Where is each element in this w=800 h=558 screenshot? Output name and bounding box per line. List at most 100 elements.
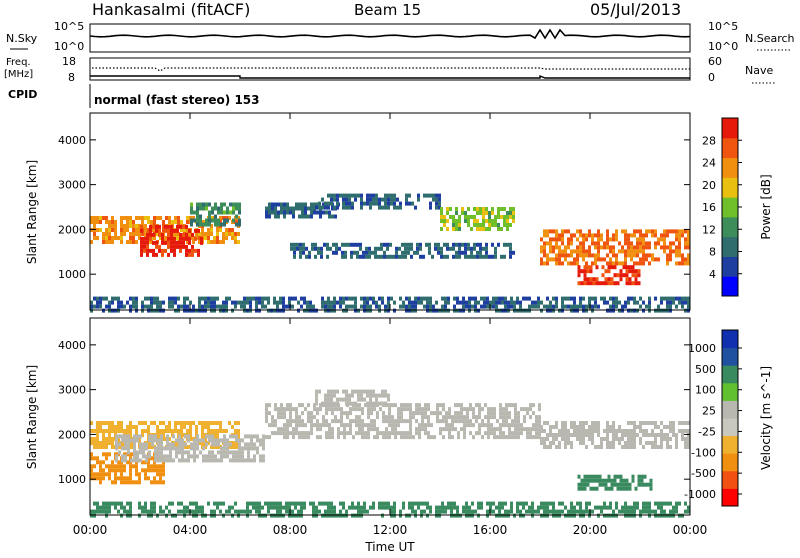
heatmap-cell: [202, 446, 205, 451]
heatmap-cell: [642, 249, 645, 254]
heatmap-cell: [135, 216, 138, 220]
heatmap-cell: [549, 257, 552, 262]
heatmap-cell: [624, 241, 627, 246]
heatmap-cell: [162, 220, 165, 224]
heatmap-cell: [497, 211, 500, 215]
heatmap-cell: [369, 205, 372, 210]
heatmap-cell: [96, 456, 99, 461]
heatmap-cell: [117, 509, 120, 514]
heatmap-cell: [672, 241, 675, 246]
heatmap-cell: [555, 229, 558, 234]
heatmap-cell: [156, 216, 159, 220]
heatmap-cell: [286, 206, 289, 211]
heatmap-cell: [424, 411, 427, 416]
heatmap-cell: [654, 245, 657, 250]
heatmap-cell: [160, 442, 163, 447]
heatmap-cell: [627, 421, 630, 425]
heatmap-cell: [319, 210, 322, 215]
heatmap-cell: [295, 202, 298, 207]
heatmap-cell: [250, 434, 253, 439]
heatmap-cell: [271, 419, 274, 424]
heatmap-cell: [159, 308, 162, 313]
heatmap-cell: [583, 281, 587, 286]
heatmap-cell: [657, 257, 660, 262]
heatmap-cell: [279, 509, 282, 514]
heatmap-cell: [105, 513, 108, 518]
heatmap-cell: [399, 296, 402, 301]
heatmap-cell: [418, 427, 421, 432]
heatmap-cell: [582, 437, 585, 441]
heatmap-cell: [187, 458, 190, 463]
heatmap-cell: [201, 509, 204, 514]
heatmap-cell: [594, 300, 597, 305]
heatmap-cell: [286, 210, 289, 215]
heatmap-cell: [414, 501, 417, 506]
heatmap-cell: [102, 452, 105, 457]
heatmap-cell: [357, 501, 360, 506]
heatmap-cell: [576, 425, 579, 429]
heatmap-cell: [468, 509, 471, 514]
heatmap-cell: [639, 304, 642, 309]
heatmap-cell: [369, 389, 372, 394]
heatmap-cell: [246, 300, 249, 305]
heatmap-cell: [483, 300, 486, 305]
heatmap-cell: [606, 421, 609, 425]
heatmap-cell: [681, 253, 684, 258]
heatmap-cell: [485, 250, 488, 255]
heatmap-cell: [127, 442, 130, 447]
heatmap-cell: [576, 433, 579, 437]
heatmap-cell: [403, 407, 406, 412]
heatmap-cell: [324, 393, 327, 398]
heatmap-cell: [528, 296, 531, 301]
heatmap-cell: [372, 300, 375, 305]
heatmap-cell: [497, 242, 500, 247]
heatmap-cell: [390, 296, 393, 301]
heatmap-cell: [154, 446, 157, 451]
heatmap-cell: [585, 249, 588, 254]
heatmap-cell: [243, 296, 246, 301]
heatmap-cell: [174, 441, 177, 445]
heatmap-cell: [654, 437, 657, 441]
heatmap-cell: [473, 242, 476, 247]
heatmap-cell: [169, 454, 172, 459]
heatmap-cell: [258, 509, 261, 514]
heatmap-cell: [141, 460, 144, 465]
heatmap-cell: [511, 431, 514, 436]
heatmap-cell: [312, 509, 315, 514]
heatmap-cell: [393, 513, 396, 518]
heatmap-cell: [561, 501, 564, 506]
heatmap-cell: [204, 437, 207, 441]
heatmap-cell: [476, 242, 479, 247]
heatmap-cell: [523, 419, 526, 424]
heatmap-cell: [325, 210, 328, 215]
heatmap-cell: [508, 403, 511, 408]
heatmap-cell: [120, 220, 123, 224]
heatmap-cell: [532, 427, 535, 432]
heatmap-cell: [400, 419, 403, 424]
heatmap-cell: [139, 446, 142, 451]
heatmap-cell: [126, 480, 129, 485]
heatmap-cell: [567, 304, 570, 309]
heatmap-cell: [627, 253, 630, 258]
heatmap-cell: [196, 222, 199, 227]
heatmap-cell: [564, 425, 567, 429]
heatmap-cell: [678, 296, 681, 301]
heatmap-cell: [627, 513, 630, 518]
heatmap-cell: [450, 505, 453, 510]
heatmap-cell: [349, 411, 352, 416]
heatmap-cell: [684, 241, 687, 246]
heatmap-cell: [333, 393, 336, 398]
heatmap-cell: [573, 425, 576, 429]
heatmap-cell: [360, 201, 363, 206]
heatmap-cell: [168, 216, 171, 220]
heatmap-cell: [343, 427, 346, 432]
heatmap-cell: [142, 454, 145, 459]
y-tick-label: 4000: [58, 134, 86, 147]
heatmap-cell: [472, 407, 475, 412]
heatmap-cell: [162, 464, 165, 469]
heatmap-cell: [135, 464, 138, 469]
heatmap-cell: [627, 429, 630, 433]
heatmap-cell: [327, 389, 330, 394]
heatmap-cell: [208, 210, 211, 215]
